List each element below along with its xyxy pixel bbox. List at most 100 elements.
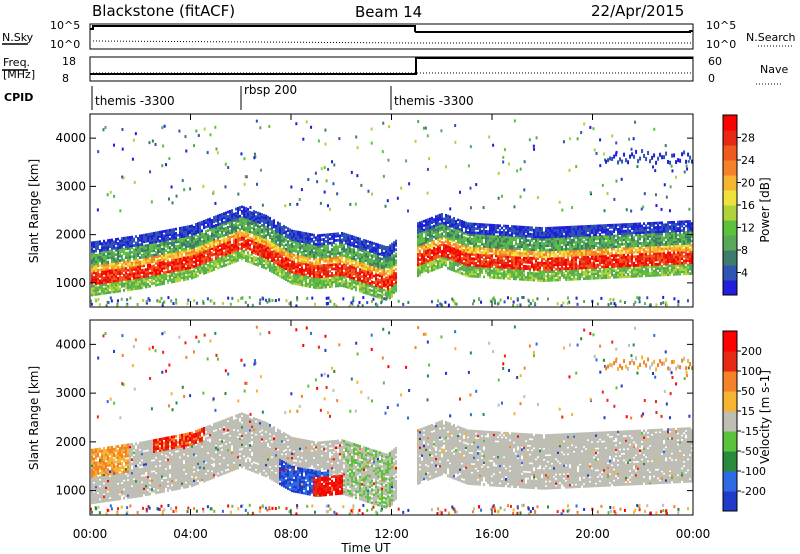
power-cell <box>321 253 323 257</box>
power-cell <box>279 233 281 237</box>
power-cell <box>223 236 225 239</box>
power-cell <box>283 261 285 265</box>
power-cell <box>99 253 101 257</box>
power-cell <box>545 248 547 252</box>
power-cell <box>135 285 137 288</box>
power-cell <box>135 287 137 291</box>
power-cell <box>237 232 239 236</box>
power-cell <box>95 260 97 264</box>
power-cell <box>481 223 483 226</box>
power-cell <box>525 275 527 279</box>
power-cell <box>93 267 95 271</box>
power-cell <box>345 257 347 260</box>
power-cell <box>131 263 133 267</box>
power-cell <box>197 259 199 262</box>
power-cell <box>161 260 163 264</box>
power-cell <box>559 256 561 260</box>
power-cell <box>325 283 327 287</box>
power-cell <box>379 280 381 284</box>
power-cell <box>355 260 357 264</box>
power-cell <box>443 217 445 221</box>
power-cell <box>319 238 321 242</box>
power-cell <box>283 264 285 267</box>
power-cell <box>369 290 371 294</box>
power-cell <box>207 246 209 250</box>
power-cell <box>189 238 191 241</box>
power-cell <box>351 256 353 260</box>
power-cell <box>179 252 181 256</box>
power-cell <box>97 262 99 266</box>
power-cell <box>349 245 351 249</box>
power-cell <box>351 280 353 284</box>
power-cell <box>191 241 193 245</box>
power-cell <box>101 289 103 293</box>
power-cell <box>133 259 135 263</box>
power-cell <box>503 259 505 263</box>
power-cell <box>113 251 115 255</box>
power-cell <box>197 252 199 256</box>
power-cell <box>137 258 139 262</box>
power-cell <box>189 251 191 254</box>
power-cell <box>213 242 215 245</box>
power-cell <box>173 251 175 255</box>
power-cell <box>167 235 169 239</box>
power-cell <box>109 284 111 288</box>
power-cell <box>91 263 93 266</box>
power-cell <box>123 284 125 288</box>
power-cell <box>349 249 351 253</box>
power-cell <box>265 247 267 251</box>
power-cell <box>153 244 155 248</box>
power-cell <box>273 260 275 264</box>
power-cell <box>327 244 329 247</box>
power-cell <box>335 239 337 242</box>
power-cell <box>351 285 353 288</box>
power-cell <box>227 243 229 247</box>
power-cell <box>197 246 199 249</box>
power-cell <box>347 240 349 244</box>
power-cell <box>117 289 119 293</box>
power-cell <box>539 261 541 265</box>
power-cell <box>149 267 151 271</box>
power-cell <box>363 288 365 292</box>
power-cell <box>371 256 373 260</box>
power-cell <box>129 268 131 272</box>
power-cell <box>257 244 259 248</box>
power-cell <box>209 265 211 269</box>
power-cell <box>99 268 101 272</box>
power-cell <box>491 254 493 258</box>
power-cell <box>289 267 291 271</box>
power-cell <box>341 264 343 268</box>
power-cell <box>209 258 211 262</box>
power-cell <box>215 230 217 234</box>
power-cell <box>113 268 115 272</box>
power-cell <box>491 275 493 279</box>
power-cell <box>369 240 371 244</box>
power-cell <box>91 250 93 253</box>
power-cell <box>543 231 545 235</box>
power-cell <box>277 256 279 260</box>
power-cell <box>229 240 231 244</box>
power-cell <box>197 267 199 271</box>
power-cell <box>245 207 247 210</box>
power-cell <box>175 275 177 279</box>
power-cell <box>551 257 553 260</box>
power-cell <box>365 289 367 293</box>
power-cell <box>275 226 277 230</box>
power-cell <box>159 254 161 258</box>
power-cell <box>319 244 321 248</box>
power-cell <box>185 277 187 281</box>
power-cell <box>207 224 209 228</box>
power-cell <box>135 272 137 275</box>
power-cell <box>97 281 99 285</box>
power-cell <box>237 243 239 247</box>
power-cell <box>347 246 349 250</box>
power-cell <box>341 279 343 283</box>
power-cell <box>227 221 229 225</box>
power-cell <box>205 251 207 255</box>
power-cell <box>109 249 111 253</box>
power-cell <box>337 269 339 273</box>
power-cell <box>523 225 525 229</box>
power-cell <box>101 257 103 261</box>
power-cell <box>525 234 527 238</box>
